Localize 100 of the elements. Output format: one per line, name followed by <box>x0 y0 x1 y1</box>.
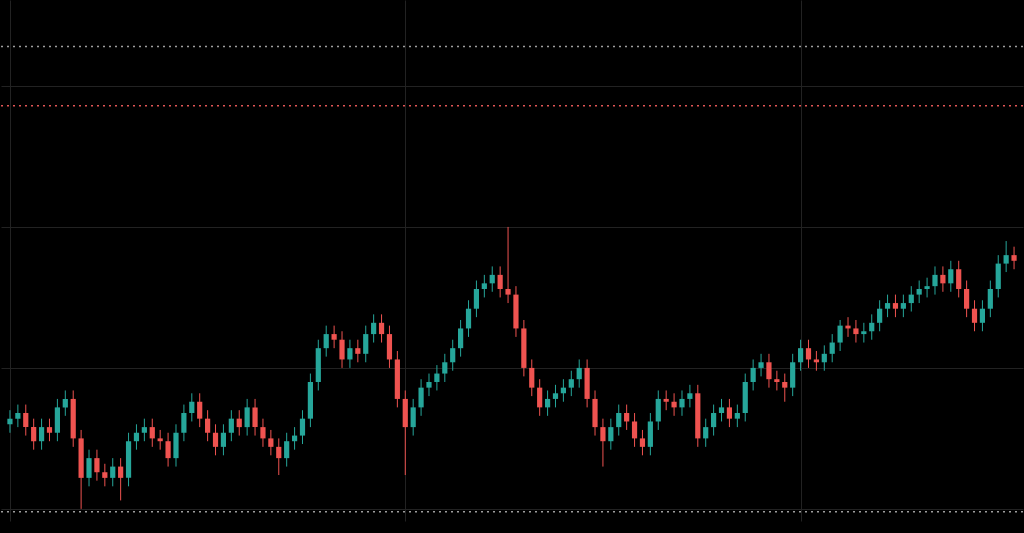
candlestick <box>62 389 68 417</box>
candlestick <box>711 404 717 437</box>
candlestick <box>829 333 835 363</box>
candlestick <box>964 280 970 318</box>
candlestick <box>576 358 582 389</box>
candlestick <box>94 449 100 482</box>
candlestick <box>426 373 432 397</box>
candlestick <box>813 350 819 372</box>
candlestick <box>118 457 124 501</box>
candlestick <box>410 398 416 437</box>
candlestick <box>378 313 385 344</box>
candlestick <box>774 370 780 391</box>
candlestick <box>260 418 266 448</box>
candlestick <box>1011 246 1017 270</box>
candlestick <box>331 325 337 349</box>
candlestick <box>869 313 875 341</box>
candlestick <box>252 398 258 437</box>
candlestick <box>782 373 788 403</box>
candlestick <box>537 378 543 417</box>
candlestick <box>624 404 630 431</box>
candlestick <box>805 339 812 369</box>
candlestick <box>663 389 669 411</box>
candlestick <box>228 409 234 442</box>
candlestick <box>276 437 282 476</box>
candlestick <box>31 418 37 451</box>
candlestick <box>861 322 867 344</box>
candlestick <box>205 409 211 442</box>
candlestick <box>837 319 843 352</box>
candlestick <box>616 404 622 437</box>
candlestick <box>568 370 574 397</box>
candlestick <box>371 313 377 344</box>
candlestick <box>339 330 345 369</box>
candlestick <box>181 404 187 442</box>
candlestick <box>418 378 424 417</box>
candlestick <box>458 319 464 358</box>
candlestick <box>149 418 155 448</box>
candlestick <box>529 358 535 397</box>
candlestick <box>924 277 930 298</box>
candlestick <box>505 226 511 304</box>
candlestick <box>236 409 242 437</box>
candlestick <box>750 358 756 391</box>
candlestick <box>758 353 764 377</box>
candlestick <box>165 432 171 468</box>
candlestick <box>7 409 13 434</box>
candlestick <box>497 265 503 298</box>
candlestick <box>157 429 163 451</box>
candlestick <box>639 429 646 456</box>
candlestick <box>797 339 804 372</box>
candlestick <box>347 339 353 369</box>
candlestick <box>473 280 480 318</box>
candlestick <box>703 418 709 448</box>
candlestick <box>718 398 725 422</box>
candlestick <box>38 418 45 451</box>
candlestick <box>46 418 53 442</box>
candlestick <box>15 404 21 428</box>
candlestick <box>971 299 978 332</box>
candlestick <box>141 418 147 442</box>
candlestick <box>687 384 693 408</box>
candlestick <box>189 392 195 422</box>
candlestick <box>86 449 92 487</box>
candlestick <box>268 429 274 456</box>
candlestick <box>726 398 733 428</box>
candlestick <box>23 404 29 437</box>
candlestick <box>220 423 227 456</box>
candlestick <box>987 280 993 318</box>
candlestick <box>956 260 962 298</box>
candlestick <box>434 364 440 391</box>
candlestick <box>877 299 883 332</box>
candlestick <box>552 384 559 408</box>
candlestick <box>244 398 250 437</box>
candlestick <box>1003 240 1009 273</box>
candlestick <box>481 274 487 298</box>
candlestick <box>979 299 986 332</box>
candlestick <box>284 432 290 468</box>
candlestick <box>323 325 329 358</box>
candlestick <box>631 412 638 448</box>
candlestick <box>766 353 772 389</box>
candlestick <box>884 294 891 318</box>
candlestick <box>212 423 219 456</box>
candlestick <box>671 392 677 417</box>
candlestick <box>600 418 606 468</box>
candlestick <box>299 409 306 445</box>
candlestick <box>679 389 685 417</box>
candlestick <box>932 265 938 296</box>
candlestick <box>489 265 495 293</box>
candlestick <box>655 389 661 431</box>
candlestick <box>450 339 456 372</box>
candlestick <box>197 392 203 428</box>
candlestick <box>908 285 914 313</box>
candlestick <box>892 294 899 318</box>
candlestick <box>734 404 740 428</box>
candlestick <box>102 463 108 487</box>
candlestick <box>110 457 116 487</box>
candlestick <box>544 389 551 417</box>
candlestick <box>608 418 614 451</box>
candlestick <box>821 344 827 372</box>
candlestick <box>133 423 140 451</box>
candlestick <box>355 339 361 363</box>
candlestick <box>948 260 954 293</box>
candlestick <box>916 280 922 304</box>
